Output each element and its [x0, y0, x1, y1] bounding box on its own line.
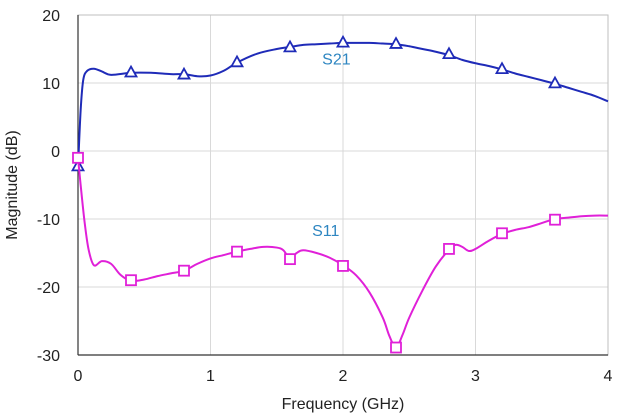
- y-tick-label: -20: [37, 280, 60, 297]
- x-tick-label: 1: [206, 368, 215, 385]
- data-point-s11: [178, 264, 190, 277]
- data-point-s21: [123, 64, 139, 78]
- tick-labels: 0 1 2 3 4 -30 -20 -10 0 10 20: [37, 8, 613, 385]
- y-tick-label: 20: [42, 8, 60, 25]
- y-axis-title: Magnitude (dB): [4, 130, 21, 239]
- data-point-s11: [496, 227, 508, 240]
- data-point-s21: [388, 36, 404, 49]
- series-label-s21: S21: [322, 52, 351, 69]
- y-tick-label: 0: [51, 144, 60, 161]
- series-s21: S21: [70, 34, 609, 172]
- x-tick-label: 2: [339, 368, 348, 385]
- data-point-s11: [284, 253, 296, 266]
- x-tick-label: 4: [604, 368, 613, 385]
- y-tick-label: -10: [37, 212, 60, 229]
- data-point-s11: [549, 213, 561, 226]
- data-point-s21: [335, 34, 351, 48]
- data-point-s21: [282, 39, 298, 53]
- data-point-s11: [125, 274, 137, 287]
- data-point-s21: [441, 46, 457, 60]
- y-tick-label: 10: [42, 76, 60, 93]
- x-axis-title: Frequency (GHz): [282, 396, 405, 413]
- data-point-s21: [176, 66, 192, 80]
- data-point-s11: [390, 341, 402, 354]
- data-point-s11: [443, 243, 455, 255]
- series-s11: S11: [72, 151, 609, 354]
- series-label-s11: S11: [312, 223, 339, 240]
- data-point-s21: [229, 54, 245, 68]
- series-layer: S21 S11: [70, 34, 609, 354]
- data-point-s11: [337, 260, 349, 272]
- data-point-s11: [231, 245, 243, 258]
- x-tick-label: 3: [471, 368, 480, 385]
- data-point-s11: [72, 151, 84, 164]
- data-point-s21: [494, 61, 510, 75]
- data-point-s21: [547, 75, 563, 89]
- axes: [77, 14, 609, 356]
- y-tick-label: -30: [37, 348, 60, 365]
- x-tick-label: 0: [74, 368, 83, 385]
